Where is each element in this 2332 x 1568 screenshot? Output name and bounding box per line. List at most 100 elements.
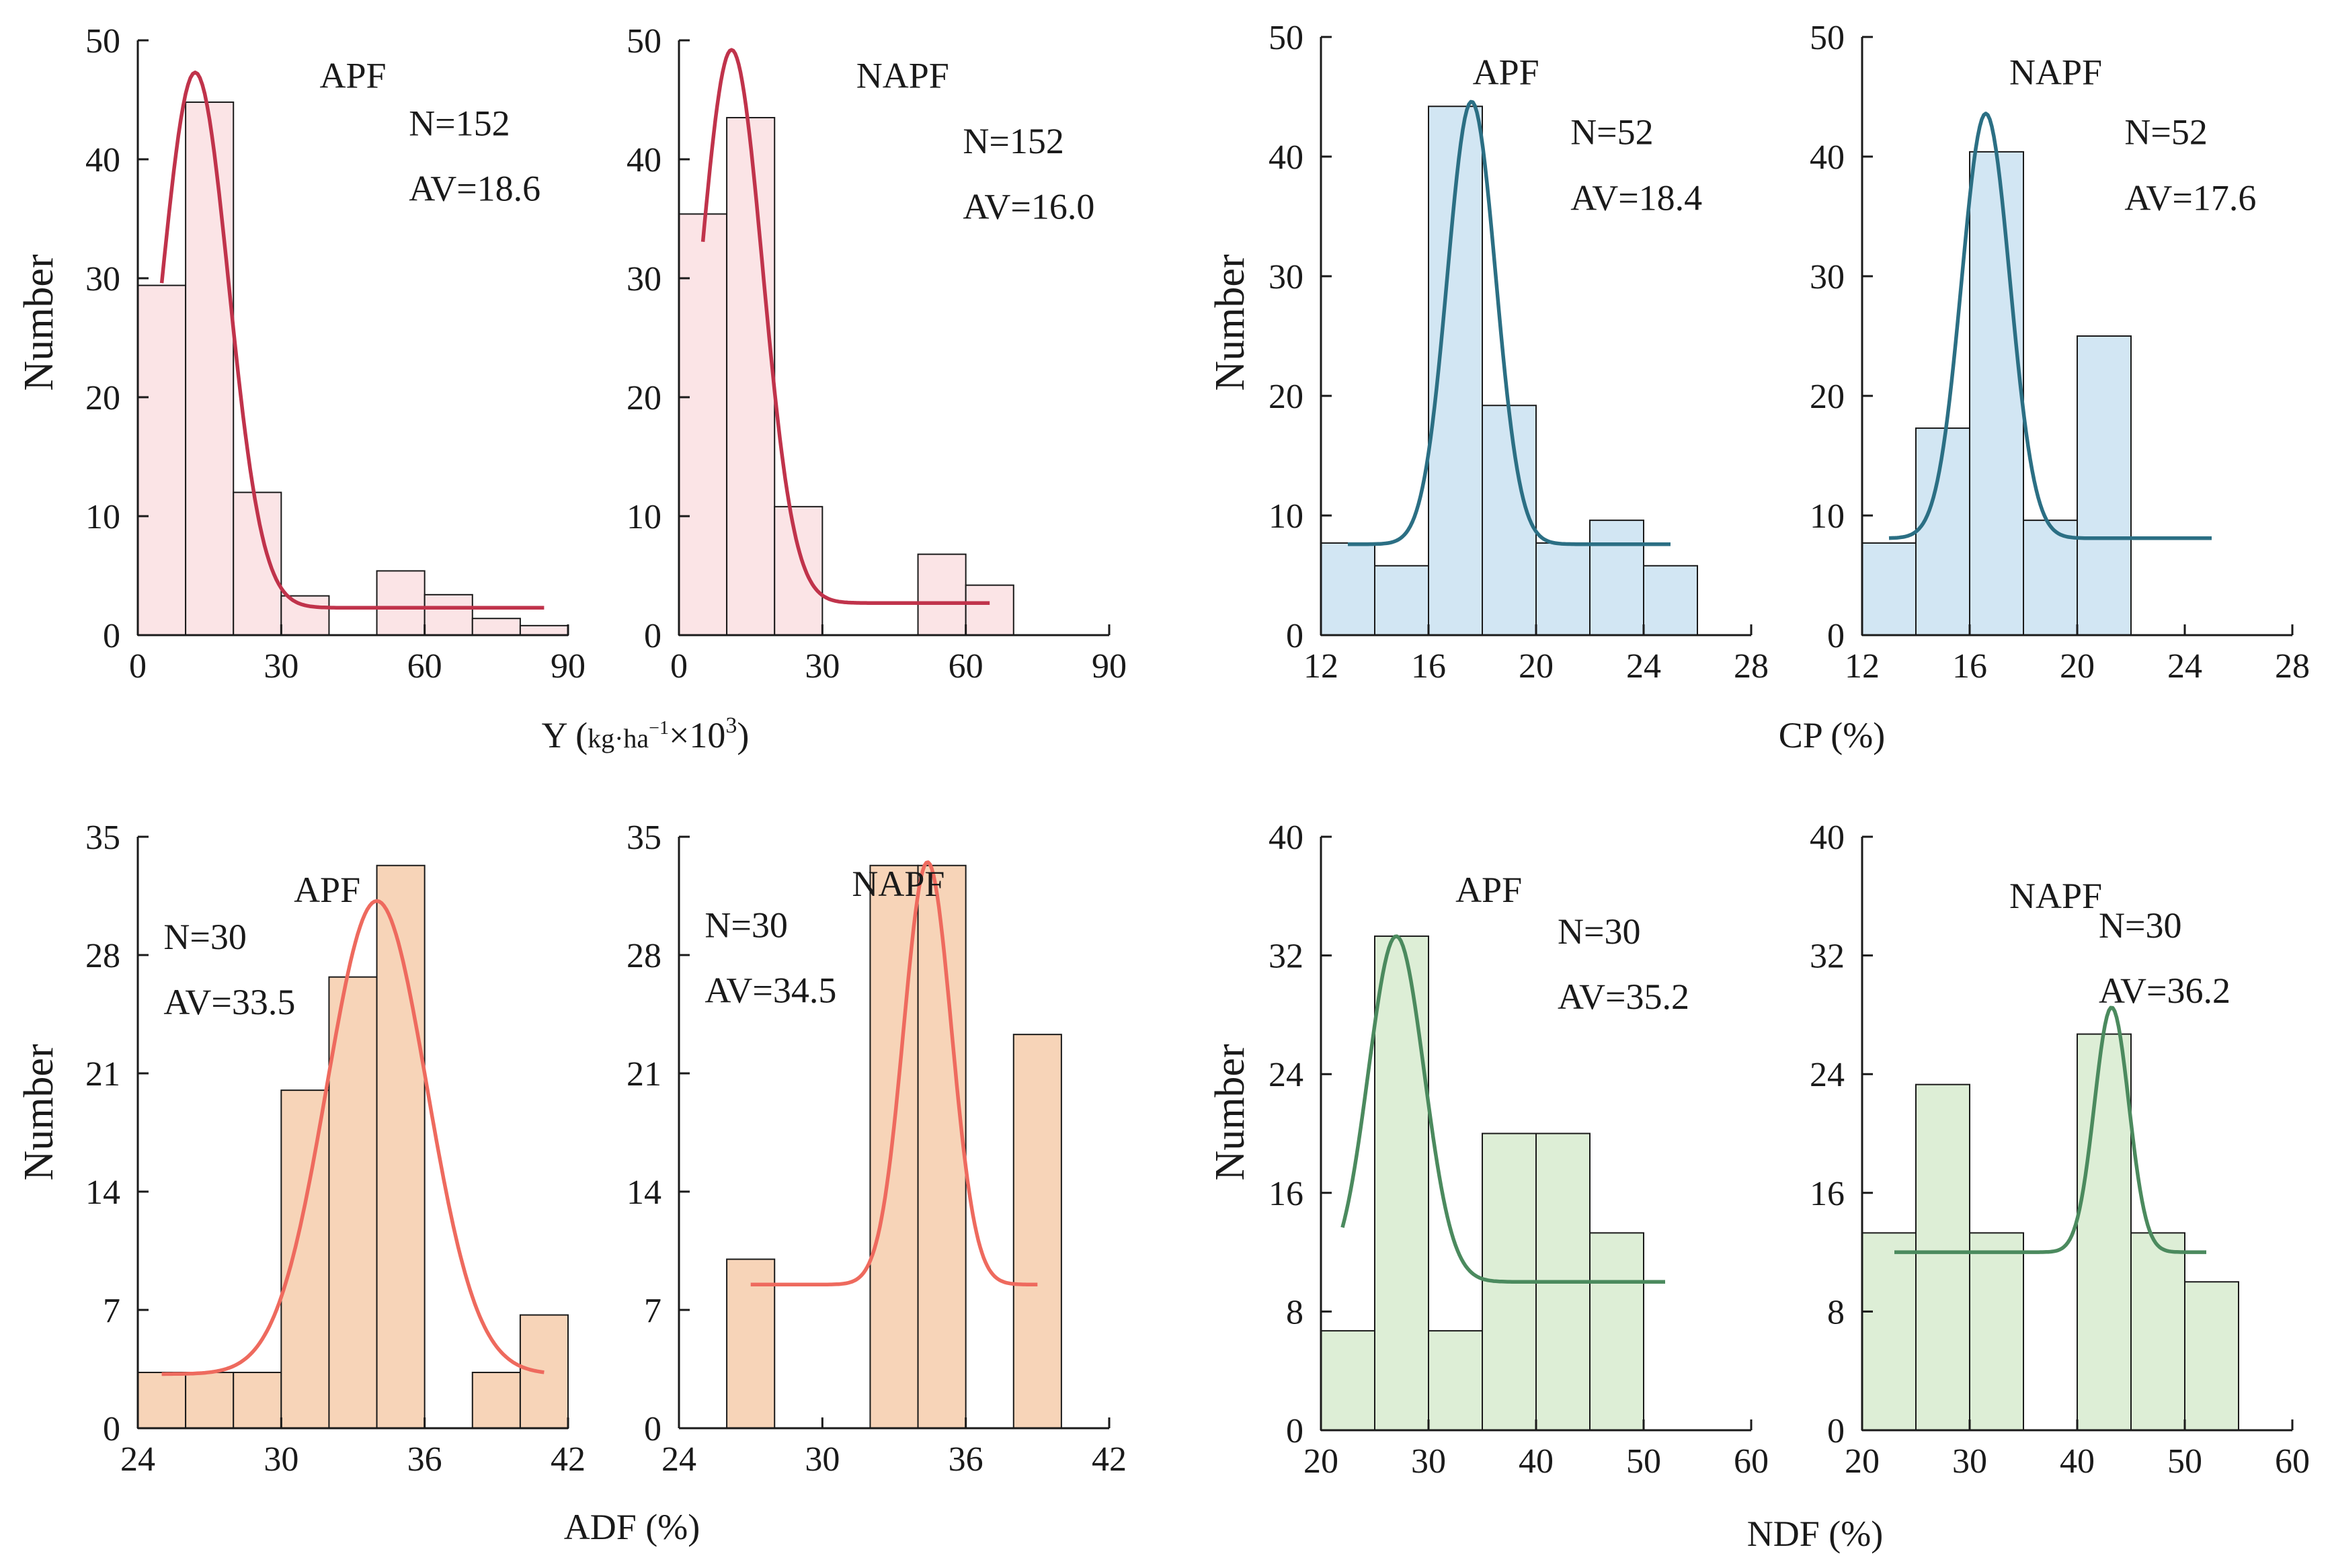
x-tick-label: 40 <box>1519 1442 1554 1481</box>
x-tick-label: 30 <box>805 647 840 686</box>
histogram-bar <box>1320 542 1375 636</box>
average-label: AV=16.0 <box>963 186 1094 226</box>
x-tick-label: 24 <box>661 1440 696 1479</box>
y-tick-label: 50 <box>1810 19 1845 57</box>
y-tick-label: 40 <box>627 141 661 179</box>
x-tick-label: 60 <box>1734 1442 1769 1481</box>
y-tick-label: 0 <box>1286 1412 1303 1450</box>
y-tick-label: 24 <box>1269 1056 1303 1094</box>
histogram-bar <box>1428 1330 1483 1432</box>
x-tick-label: 20 <box>2060 647 2095 686</box>
x-tick-label: 16 <box>1952 647 1987 686</box>
y-tick-label: 40 <box>1810 138 1845 177</box>
y-tick-label: 28 <box>85 937 120 975</box>
row1-right-xlabel: CP (%) <box>1779 715 1886 755</box>
y-tick-label: 14 <box>627 1173 661 1212</box>
x-tick-label: 36 <box>949 1440 983 1479</box>
x-tick-label: 20 <box>1303 1442 1338 1481</box>
histogram-bar <box>376 570 426 636</box>
x-tick-label: 28 <box>2275 647 2310 686</box>
fitted-distribution-curve <box>700 48 990 605</box>
histogram-bar <box>917 864 967 1429</box>
histogram-bar <box>471 618 521 636</box>
fitted-distribution-curve <box>1348 99 1671 546</box>
y-tick-label: 0 <box>1286 617 1303 655</box>
x-tick-label: 50 <box>1626 1442 1661 1481</box>
y-tick-label: 50 <box>627 22 661 60</box>
sample-size-label: N=52 <box>2124 112 2207 153</box>
y-tick-label: 20 <box>1810 378 1845 416</box>
sample-size-label: N=30 <box>2099 905 2181 946</box>
group-label: APF <box>294 870 360 910</box>
sample-size-label: N=30 <box>1558 911 1640 952</box>
x-tick-label: 24 <box>120 1440 155 1479</box>
histogram-bar <box>1374 935 1429 1431</box>
y-tick-label: 28 <box>627 937 661 975</box>
y-tick-label: 10 <box>1269 497 1303 536</box>
histogram-bar <box>185 1372 235 1429</box>
histogram-bar <box>1012 1034 1062 1429</box>
group-label: NAPF <box>852 864 944 904</box>
histogram-bar <box>233 1372 282 1429</box>
group-label: APF <box>319 56 386 96</box>
x-tick-label: 20 <box>1519 647 1554 686</box>
histogram-bar <box>328 976 378 1429</box>
row2-left-ylabel: Number <box>16 1044 62 1181</box>
histogram-bar <box>1969 1232 2024 1431</box>
average-label: AV=18.4 <box>1570 178 1702 218</box>
histogram-bar <box>678 213 728 636</box>
y-tick-label: 35 <box>627 819 661 857</box>
y-tick-label: 40 <box>1269 819 1303 857</box>
row1-left-xlabel-mid: ×10 <box>669 715 725 755</box>
histogram-bar <box>1482 405 1537 636</box>
x-tick-label: 30 <box>264 1440 298 1479</box>
x-tick-label: 42 <box>1092 1440 1127 1479</box>
histogram-bar <box>1861 542 1917 636</box>
fitted-distribution-curve <box>1888 112 2212 540</box>
panel-cp-apf: 0 10 20 30 40 50 12 16 20 24 28 APF N=52 AV=18.4 <box>1269 19 1769 686</box>
histogram-bar <box>2184 1281 2239 1431</box>
histogram-bar <box>1589 520 1644 636</box>
panel-adf-apf: 0 7 14 21 28 35 24 30 36 42 APF N=30 AV=33.5 <box>85 819 586 1479</box>
y-tick-label: 16 <box>1269 1175 1303 1213</box>
histogram-bar <box>726 1258 776 1429</box>
x-tick-label: 30 <box>1952 1442 1987 1481</box>
row1-left-xlabel-main: Y ( <box>542 715 588 755</box>
group-label: APF <box>1455 870 1522 910</box>
x-tick-label: 24 <box>1626 647 1661 686</box>
y-tick-label: 0 <box>103 617 120 655</box>
y-tick-label: 30 <box>627 260 661 298</box>
panel-adf-napf: 0 7 14 21 28 35 24 30 36 42 NAPF N=30 AV=34.5 <box>627 819 1127 1479</box>
y-tick-label: 7 <box>103 1292 120 1330</box>
histogram-bar <box>1915 427 1970 636</box>
row1-right-ylabel: Number <box>1207 254 1253 391</box>
y-tick-label: 40 <box>1810 819 1845 857</box>
fitted-distribution-curve <box>1894 1005 2206 1254</box>
x-tick-label: 42 <box>551 1440 586 1479</box>
x-tick-label: 16 <box>1411 647 1446 686</box>
panel-y-napf: 0 10 20 30 40 50 0 30 60 90 NAPF N=152 AV=16.0 <box>627 22 1127 686</box>
row1-left-xlabel-exp1: −1 <box>649 718 669 739</box>
panel-ndf-apf: 0 8 16 24 32 40 20 30 40 50 60 APF N=30 AV=35.2 <box>1269 819 1769 1481</box>
y-tick-label: 0 <box>103 1410 120 1448</box>
x-tick-label: 28 <box>1734 647 1769 686</box>
histogram-bar <box>424 593 473 636</box>
y-tick-label: 24 <box>1810 1056 1845 1094</box>
panel-y-apf: 0 10 20 30 40 50 0 30 60 90 APF N=152 AV=18.6 <box>85 22 586 686</box>
sample-size-label: N=52 <box>1570 112 1653 153</box>
y-tick-label: 20 <box>1269 378 1303 416</box>
row1-left-xlabel: Y (kg·ha−1×103) <box>542 713 750 755</box>
group-label: NAPF <box>2009 876 2102 916</box>
histogram-bar <box>917 553 967 636</box>
histogram-bar <box>2130 1232 2185 1431</box>
row2-left-xlabel: ADF (%) <box>564 1507 700 1547</box>
y-tick-label: 0 <box>644 617 661 655</box>
y-tick-label: 50 <box>1269 19 1303 57</box>
average-label: AV=36.2 <box>2099 971 2230 1011</box>
histogram-bar <box>1535 542 1591 636</box>
y-tick-label: 14 <box>85 1173 120 1212</box>
y-tick-label: 21 <box>627 1055 661 1094</box>
row2-right-ylabel: Number <box>1207 1044 1253 1181</box>
